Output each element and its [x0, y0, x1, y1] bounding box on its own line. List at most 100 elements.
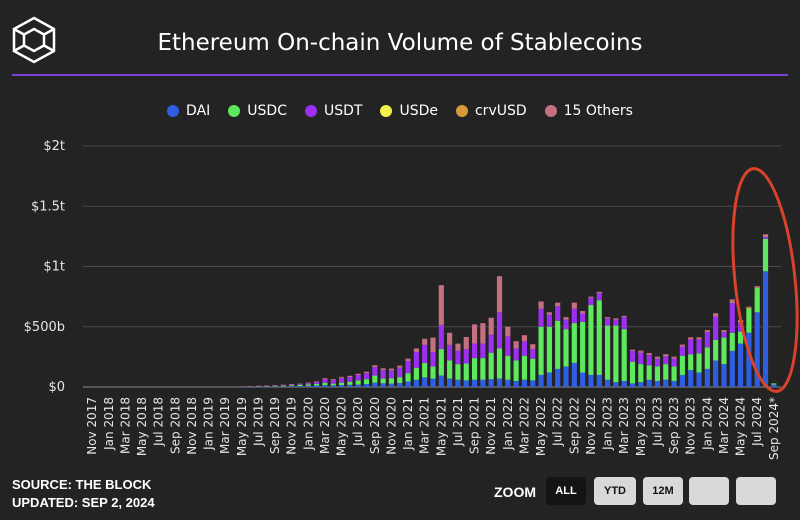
bar-segment[interactable] — [654, 358, 661, 367]
bar-segment[interactable] — [314, 381, 320, 384]
bar-segment[interactable] — [280, 386, 286, 387]
bar-segment[interactable] — [638, 350, 644, 352]
bar-segment[interactable] — [289, 384, 295, 386]
bar-segment[interactable] — [654, 356, 661, 358]
bar-segment[interactable] — [397, 383, 403, 387]
bar-segment[interactable] — [605, 318, 611, 326]
bar-segment[interactable] — [272, 385, 278, 387]
bar-segment[interactable] — [521, 355, 528, 380]
bar-segment[interactable] — [679, 374, 685, 387]
bar-segment[interactable] — [330, 379, 336, 381]
bar-segment[interactable] — [613, 325, 619, 383]
legend-item-4[interactable]: crvUSD — [455, 103, 527, 119]
bar-segment[interactable] — [247, 386, 253, 387]
bar-segment[interactable] — [338, 385, 345, 387]
bar-segment[interactable] — [596, 300, 602, 375]
bar-segment[interactable] — [430, 378, 436, 387]
bar-segment[interactable] — [322, 382, 328, 386]
bar-segment[interactable] — [588, 374, 594, 387]
bar-segment[interactable] — [255, 385, 261, 387]
bar-segment[interactable] — [571, 362, 577, 387]
bar-segment[interactable] — [513, 380, 519, 387]
bar-segment[interactable] — [280, 384, 286, 386]
bar-segment[interactable] — [430, 337, 436, 353]
bar-segment[interactable] — [388, 368, 395, 371]
bar-segment[interactable] — [380, 378, 386, 384]
bar-segment[interactable] — [646, 354, 652, 355]
bar-segment[interactable] — [505, 355, 511, 380]
bar-segment[interactable] — [413, 352, 419, 368]
bar-segment[interactable] — [704, 347, 710, 369]
bar-segment[interactable] — [513, 341, 519, 349]
bar-segment[interactable] — [746, 307, 752, 309]
bar-segment[interactable] — [347, 384, 353, 387]
bar-segment[interactable] — [729, 301, 735, 303]
bar-segment[interactable] — [721, 364, 727, 387]
bar-segment[interactable] — [571, 302, 577, 309]
bar-segment[interactable] — [704, 331, 710, 348]
bar-segment[interactable] — [563, 366, 569, 387]
bar-segment[interactable] — [555, 368, 561, 387]
bar-segment[interactable] — [305, 382, 311, 384]
bar-segment[interactable] — [297, 383, 303, 385]
bar-segment[interactable] — [264, 385, 270, 387]
bar-segment[interactable] — [405, 381, 411, 387]
bar-segment[interactable] — [255, 386, 261, 388]
bar-segment[interactable] — [629, 350, 636, 362]
bar-segment[interactable] — [546, 312, 552, 315]
bar-segment[interactable] — [588, 305, 594, 375]
bar-segment[interactable] — [505, 336, 511, 356]
bar-segment[interactable] — [355, 374, 361, 381]
bar-segment[interactable] — [679, 346, 685, 356]
bar-segment[interactable] — [629, 361, 636, 384]
legend-item-5[interactable]: 15 Others — [544, 103, 633, 119]
bar-segment[interactable] — [372, 382, 378, 387]
bar-segment[interactable] — [272, 385, 278, 386]
bar-segment[interactable] — [613, 382, 619, 387]
bar-segment[interactable] — [663, 355, 669, 365]
bar-segment[interactable] — [422, 344, 428, 363]
bar-segment[interactable] — [496, 348, 503, 379]
zoom-button-2[interactable]: 12M — [643, 477, 683, 505]
zoom-button-3[interactable] — [689, 477, 729, 505]
bar-segment[interactable] — [363, 371, 370, 374]
bar-segment[interactable] — [621, 315, 627, 318]
bar-segment[interactable] — [538, 326, 544, 375]
bar-segment[interactable] — [729, 302, 735, 333]
bar-segment[interactable] — [713, 313, 719, 316]
bar-segment[interactable] — [330, 380, 336, 384]
bar-segment[interactable] — [280, 385, 286, 386]
bar-segment[interactable] — [488, 352, 494, 380]
bar-segment[interactable] — [580, 372, 586, 387]
bar-segment[interactable] — [580, 311, 586, 314]
bar-segment[interactable] — [771, 384, 777, 387]
bar-segment[interactable] — [605, 317, 611, 319]
bar-segment[interactable] — [471, 358, 478, 380]
bar-segment[interactable] — [713, 315, 719, 341]
bar-segment[interactable] — [422, 338, 428, 345]
bar-segment[interactable] — [505, 326, 511, 337]
bar-segment[interactable] — [663, 354, 669, 356]
bar-segment[interactable] — [322, 385, 328, 387]
bar-segment[interactable] — [363, 383, 370, 387]
bar-segment[interactable] — [754, 312, 760, 387]
bar-segment[interactable] — [289, 385, 295, 387]
bar-segment[interactable] — [280, 385, 286, 387]
bar-segment[interactable] — [413, 367, 419, 380]
bar-segment[interactable] — [438, 375, 444, 387]
bar-segment[interactable] — [563, 329, 569, 367]
bar-segment[interactable] — [605, 379, 611, 387]
bar-segment[interactable] — [330, 385, 336, 387]
bar-segment[interactable] — [530, 349, 536, 359]
bar-segment[interactable] — [638, 352, 644, 365]
bar-segment[interactable] — [713, 340, 719, 361]
bar-segment[interactable] — [729, 299, 735, 302]
bar-segment[interactable] — [314, 381, 320, 382]
bar-segment[interactable] — [289, 386, 295, 387]
bar-segment[interactable] — [530, 358, 536, 381]
bar-segment[interactable] — [264, 386, 270, 387]
bar-segment[interactable] — [563, 319, 569, 330]
bar-segment[interactable] — [671, 357, 677, 359]
bar-segment[interactable] — [696, 372, 702, 387]
bar-segment[interactable] — [638, 382, 644, 387]
